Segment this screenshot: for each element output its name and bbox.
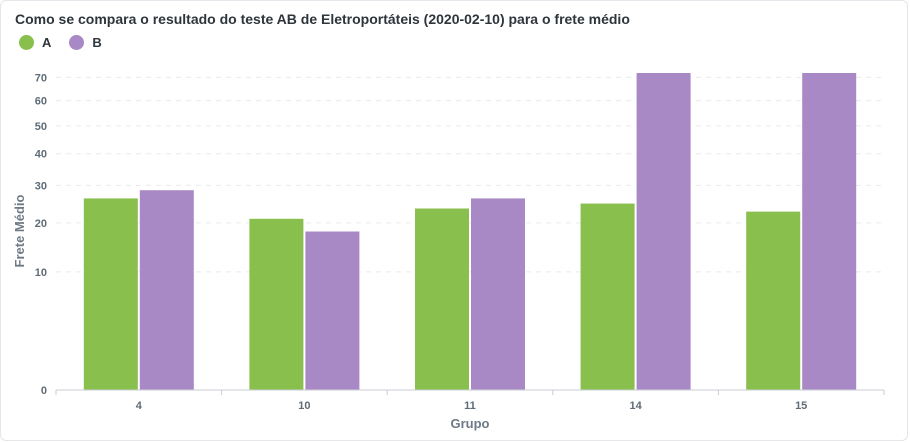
bar-b [471, 198, 525, 390]
legend-label-b: B [92, 35, 102, 50]
legend: A B [19, 35, 102, 50]
bar-a [580, 203, 635, 390]
legend-swatch-a [19, 35, 34, 50]
bar-a [249, 218, 304, 390]
x-tick-label: 15 [795, 400, 807, 412]
x-tick-label: 11 [464, 400, 476, 412]
chart-title: Como se compara o resultado do teste AB … [15, 11, 630, 27]
bar-b [139, 190, 194, 390]
x-tick-label: 14 [629, 400, 642, 412]
y-tick-label: 40 [35, 149, 47, 161]
x-axis-label: Grupo [451, 416, 490, 431]
y-tick-label: 60 [35, 96, 47, 108]
y-tick-label: 10 [35, 267, 47, 279]
y-axis-label: Frete Médio [12, 194, 27, 267]
y-tick-label: 20 [35, 218, 47, 230]
bar-a [83, 198, 138, 390]
bar-a [746, 211, 801, 390]
legend-label-a: A [42, 35, 52, 50]
legend-item-a[interactable]: A [19, 35, 51, 50]
bar-b [636, 73, 691, 390]
y-tick-label: 70 [35, 72, 47, 84]
bar-a [415, 208, 469, 390]
y-tick-label: 0 [41, 385, 47, 397]
legend-swatch-b [69, 35, 85, 50]
bar-b [802, 73, 857, 390]
legend-item-b[interactable]: B [69, 35, 102, 50]
bar-b [305, 231, 360, 390]
x-tick-label: 4 [136, 400, 143, 412]
x-tick-label: 10 [298, 400, 310, 412]
y-tick-label: 30 [35, 180, 47, 192]
y-tick-label: 50 [35, 121, 47, 133]
